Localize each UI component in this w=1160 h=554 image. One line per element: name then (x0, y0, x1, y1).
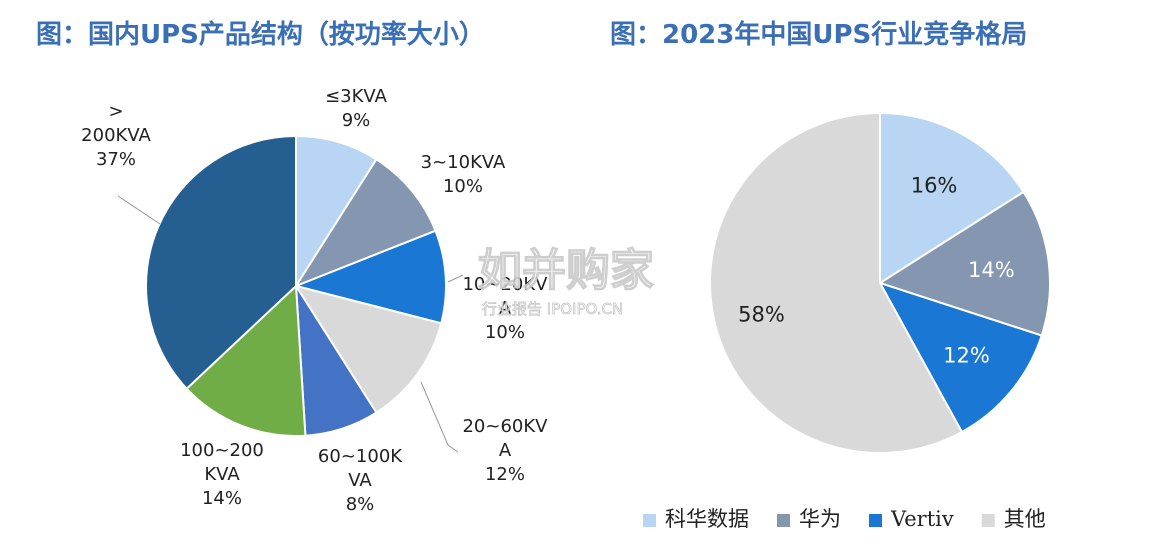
watermark: 如并购家 行业报告 IPOIPO.CN (477, 244, 654, 318)
legend-label-item: 华为 (799, 507, 841, 531)
pie-right-label-item: 14% (968, 258, 1015, 282)
pie-left-label-line: 12% (485, 464, 525, 485)
pie-left-label-line: > (108, 101, 123, 122)
pie-left-label-3kva: ≤3KVA 9% (325, 86, 388, 131)
leader-line (117, 195, 161, 225)
pie-right-label-item: 16% (911, 174, 958, 198)
pie-left-label-line: 200KVA (81, 125, 151, 146)
pie-left-label-line: 8% (346, 494, 375, 515)
legend-label-item: 其他 (1004, 507, 1046, 531)
pie-left-label-line: 10~20KV (462, 274, 548, 295)
pie-left-label-line: ≤3KVA (325, 86, 388, 107)
pie-left-label-line: 10% (485, 322, 525, 343)
left-chart-title: 图：国内UPS产品结构（按功率大小） (36, 20, 485, 50)
pie-left-label-line: 100~200 (180, 440, 264, 461)
pie-right-slice-item (879, 111, 1025, 285)
pie-left-slice-100-200kva (185, 283, 307, 437)
legend-swatch-vertiv (869, 514, 882, 527)
watermark-main: 如并购家 (478, 245, 654, 296)
pie-left-label-line: KVA (204, 464, 240, 485)
pie-left-label-line: A (499, 298, 512, 319)
pie-left-label-line: 20~60KV (462, 416, 548, 437)
pie-right-competition: 16% 14% 12% 58% (709, 111, 1052, 454)
pie-left-label-10-20kva: 10~20KV A 10% (462, 274, 548, 343)
legend-label-item: 科华数据 (665, 507, 749, 531)
pie-left-slice-10-20kva (292, 229, 447, 325)
pie-right-label-vertiv: 12% (943, 344, 990, 368)
legend-swatch-item (981, 514, 995, 527)
pie-left-label-line: 3~10KVA (421, 152, 506, 173)
pie-left-product-structure: ≤3KVA 9% 3~10KVA 10% 10~20KV A 10% 20~60KV A 12% 6… (81, 86, 548, 515)
pie-left-label-line: 9% (342, 110, 371, 131)
legend-right: 科华数据 华为 Vertiv 其他 (643, 507, 1046, 531)
pie-left-label-20-60kva: 20~60KV A 12% (462, 416, 548, 485)
leader-line (420, 381, 459, 453)
pie-left-label-line: 37% (96, 149, 136, 170)
pie-left-slice-3kva (295, 134, 378, 290)
pie-left-slice-200kva (145, 134, 297, 391)
watermark-sub: 行业报告 IPOIPO.CN (482, 300, 623, 318)
legend-swatch-item (777, 514, 790, 527)
pie-left-label-line: A (499, 440, 512, 461)
pie-right-slice-item (877, 190, 1052, 337)
right-chart-title: 图：2023年中国UPS行业竞争格局 (610, 20, 1028, 50)
pie-left-label-line: 60~100K (318, 446, 403, 467)
pie-left-label-200kva: >200KVA 37% (81, 101, 151, 170)
legend-swatch-item (643, 514, 656, 527)
pie-left-label-line: 10% (443, 176, 483, 197)
pie-right-slice-vertiv (877, 281, 1043, 434)
pie-left-label-3-10kva: 3~10KVA 10% (421, 152, 506, 197)
pie-left-slice-20-60kva (293, 284, 443, 415)
pie-left-label-line: VA (348, 470, 372, 491)
pie-left-label-100-200kva: 100~200 KVA 14% (180, 440, 264, 509)
pie-left-label-line: 14% (202, 488, 242, 509)
leader-line (447, 274, 464, 283)
pie-left-label-60-100kva: 60~100K VA 8% (318, 446, 403, 515)
pie-left-slice-3-10kva (293, 157, 437, 289)
legend-label-vertiv: Vertiv (890, 507, 954, 531)
pie-right-slice-item (709, 111, 964, 454)
pie-right-label-item: 58% (738, 302, 785, 326)
